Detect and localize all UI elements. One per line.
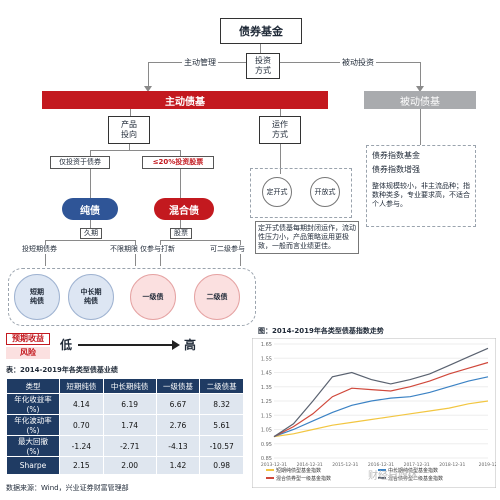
table-cell: 2.00 — [102, 456, 157, 475]
low-label: 低 — [60, 338, 73, 352]
short-pure-circle: 短期 纯债 — [14, 274, 60, 320]
table-cell: 0.70 — [59, 414, 104, 436]
passive-fund-bar: 被动债基 — [364, 91, 476, 109]
y-tick-label: 0.85 — [261, 456, 272, 462]
row-label: 年化波动率 (%) — [6, 414, 60, 436]
table-cell: 2.76 — [155, 414, 201, 436]
row-label: 最大回撤 (%) — [6, 435, 60, 457]
legend-swatch — [266, 469, 274, 471]
table-row: 年化波动率 (%) 0.70 1.74 2.76 5.61 — [6, 414, 244, 436]
fund-index-chart: 1.65 1.55 1.45 1.35 1.25 1.15 1.05 0.95 0.852013… — [252, 338, 496, 488]
legend-label: 中长期纯债型基金指数 — [388, 467, 438, 474]
invest-method-box: 投资 方式 — [246, 53, 280, 79]
pure-bond-pill: 纯债 — [62, 198, 118, 220]
x-tick-label: 2018-12-31 — [439, 462, 465, 468]
y-tick-label: 1.35 — [261, 385, 272, 391]
hold-to-maturity-label: 投短期债券 — [22, 245, 57, 254]
table-cell: 5.61 — [199, 414, 244, 436]
high-label: 高 — [184, 338, 197, 352]
duration-tag: 久期 — [80, 228, 102, 239]
passive-item-2: 债券指数增强 — [372, 165, 420, 174]
x-tick-label: 2014-12-31 — [297, 462, 323, 468]
table-cell: 6.19 — [102, 393, 157, 415]
passive-notes-panel — [366, 145, 476, 227]
title-box: 债券基金 — [220, 18, 302, 44]
table-cell: 0.98 — [199, 456, 244, 475]
x-tick-label: 2013-12-31 — [261, 462, 287, 468]
operation-box: 运作 方式 — [259, 116, 301, 144]
table-header: 短期纯债 — [59, 378, 104, 394]
table-cell: -2.71 — [102, 435, 157, 457]
y-tick-label: 1.15 — [261, 413, 272, 419]
x-tick-label: 2017-12-31 — [404, 462, 430, 468]
mid-long-pure-circle: 中长期 纯债 — [68, 274, 114, 320]
passive-item-1: 债券指数基金 — [372, 151, 420, 160]
table-title: 表：2014-2019年各类型债基业绩 — [6, 366, 118, 374]
active-mgmt-label: 主动管理 — [182, 58, 218, 68]
table-row: Sharpe 2.15 2.00 1.42 0.98 — [6, 456, 244, 475]
open-end-circle: 定开式 — [262, 177, 292, 207]
table-header: 二级债基 — [199, 378, 244, 394]
table-cell: 1.42 — [155, 456, 201, 475]
x-tick-label: 2016-12-31 — [368, 462, 394, 468]
operation-note: 定开式债基每期封闭运作，流动性压力小，产品策略运用更极致，一般而言业绩更佳。 — [255, 221, 359, 254]
y-tick-label: 1.25 — [261, 399, 272, 405]
y-tick-label: 1.55 — [261, 356, 272, 362]
ipo-only-label: 仅参与打新 — [140, 245, 175, 254]
le20-stock-label: ≤20%投资股票 — [142, 156, 214, 169]
table-cell: 1.74 — [102, 414, 157, 436]
active-fund-bar: 主动债基 — [42, 91, 328, 109]
x-tick-label: 2019-12 — [479, 462, 496, 468]
legend-swatch — [266, 477, 274, 479]
table-header-row: 类型 短期纯债 中长期纯债 一级债基 二级债基 — [6, 378, 244, 394]
open-circle: 开放式 — [310, 177, 340, 207]
x-tick-label: 2015-12-31 — [332, 462, 358, 468]
primary-bond-circle: 一级债 — [130, 274, 176, 320]
performance-table: 类型 短期纯债 中长期纯债 一级债基 二级债基 年化收益率 (%) 4.14 6… — [6, 378, 244, 475]
table-row: 年化收益率 (%) 4.14 6.19 6.67 8.32 — [6, 393, 244, 415]
table-cell: 2.15 — [59, 456, 104, 475]
secondary-label: 可二级参与 — [210, 245, 245, 254]
table-source: 数据来源：Wind，兴业证券财富管理部 — [6, 484, 129, 492]
legend-label: 短期纯债型基金指数 — [276, 467, 321, 474]
series-line — [273, 376, 489, 438]
mixed-bond-pill: 混合债 — [154, 198, 214, 220]
chart-title: 图：2014-2019年各类型债基指数走势 — [258, 327, 384, 335]
passive-invest-label: 被动投资 — [340, 58, 376, 68]
table-cell: -10.57 — [199, 435, 244, 457]
stock-tag: 股票 — [170, 228, 192, 239]
table-cell: 6.67 — [155, 393, 201, 415]
table-cell: -4.13 — [155, 435, 201, 457]
expected-return-tag: 预期收益 — [6, 333, 50, 345]
series-line — [273, 347, 489, 438]
risk-tag: 风险 — [6, 347, 50, 359]
y-tick-label: 1.65 — [261, 342, 272, 348]
table-cell: 4.14 — [59, 393, 104, 415]
no-limit-label: 不限期限 — [110, 245, 138, 254]
y-tick-label: 0.95 — [261, 442, 272, 448]
table-cell: -1.24 — [59, 435, 104, 457]
legend-label: 混合债券型一级基金指数 — [276, 475, 331, 482]
table-header: 一级债基 — [155, 378, 201, 394]
legend-swatch — [378, 477, 386, 479]
y-tick-label: 1.05 — [261, 428, 272, 434]
y-tick-label: 1.45 — [261, 371, 272, 377]
passive-desc: 整体规模较小，非主流品种；指数种类多，专业要求高，不适合个人参与。 — [372, 182, 470, 208]
legend-label: 混合债券型二级基金指数 — [388, 475, 443, 482]
table-header: 类型 — [6, 378, 60, 394]
product-direction-box: 产品 投向 — [108, 116, 150, 144]
legend-swatch — [378, 469, 386, 471]
row-label: 年化收益率 (%) — [6, 393, 60, 415]
series-line — [273, 400, 489, 438]
only-bonds-label: 仅投资于债券 — [50, 156, 110, 169]
row-label: Sharpe — [6, 456, 60, 475]
secondary-bond-circle: 二级债 — [194, 274, 240, 320]
table-cell: 8.32 — [199, 393, 244, 415]
table-header: 中长期纯债 — [102, 378, 157, 394]
watermark: 财经自媒体 — [368, 471, 418, 482]
series-line — [273, 361, 489, 438]
table-row: 最大回撤 (%) -1.24 -2.71 -4.13 -10.57 — [6, 435, 244, 457]
